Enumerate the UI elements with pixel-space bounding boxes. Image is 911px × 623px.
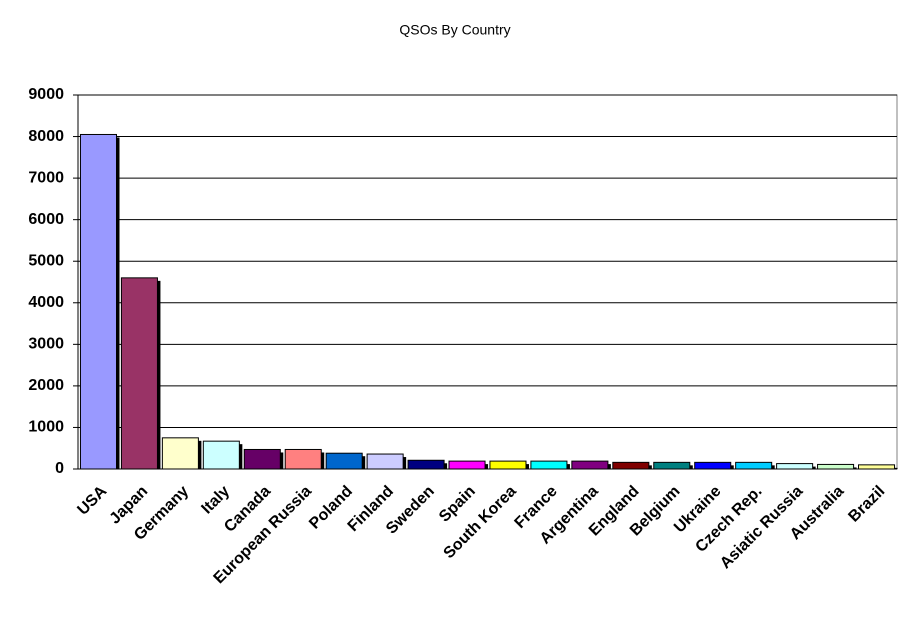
y-tick-label: 7000 — [28, 169, 64, 186]
bar — [120, 277, 158, 470]
bar — [694, 461, 732, 470]
bar — [243, 448, 281, 470]
bar — [653, 461, 691, 470]
bar — [489, 460, 527, 470]
bar — [407, 459, 445, 470]
chart-title: QSOs By Country — [399, 22, 510, 38]
bar — [325, 452, 363, 470]
bar — [79, 133, 117, 470]
y-tick-label: 5000 — [28, 252, 64, 269]
bar — [448, 460, 486, 470]
x-tick-label: Italy — [198, 483, 233, 518]
x-tick-label: USA — [74, 482, 110, 518]
y-tick-label: 2000 — [28, 377, 64, 394]
bar — [202, 440, 240, 470]
y-tick-label: 0 — [55, 460, 64, 477]
bar — [735, 461, 773, 470]
x-tick-label: South Korea — [441, 483, 520, 562]
y-tick-label: 9000 — [28, 86, 64, 103]
bar — [817, 463, 855, 470]
bar — [776, 463, 814, 470]
bar — [858, 464, 896, 470]
x-tick-label: Brazil — [846, 483, 889, 526]
y-tick-label: 4000 — [28, 294, 64, 311]
y-tick-label: 8000 — [28, 128, 64, 145]
y-tick-label: 6000 — [28, 211, 64, 228]
bar — [530, 460, 568, 470]
y-tick-label: 3000 — [28, 336, 64, 353]
y-tick-label: 1000 — [28, 419, 64, 436]
bar — [366, 453, 404, 470]
bar — [161, 437, 199, 470]
bar — [612, 461, 650, 470]
bar — [284, 448, 322, 470]
bar — [571, 460, 609, 470]
plot-frame — [77, 94, 898, 470]
